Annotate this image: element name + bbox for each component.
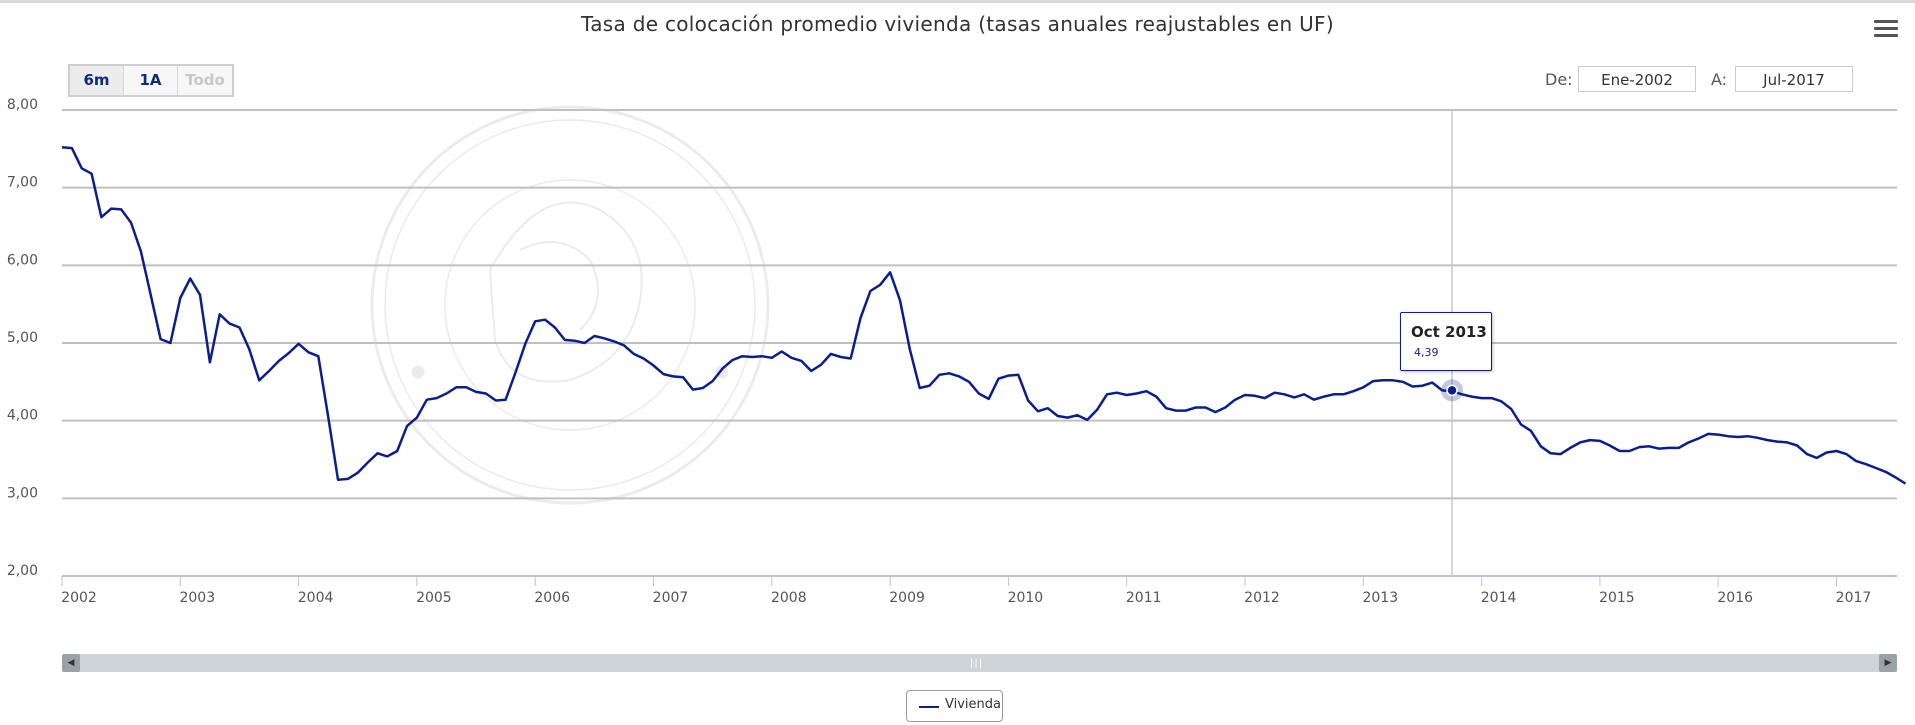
- y-tick-label: 4,00: [7, 408, 38, 424]
- y-tick-label: 6,00: [7, 252, 38, 268]
- y-tick-label: 5,00: [7, 330, 38, 346]
- hover-marker[interactable]: [1446, 384, 1458, 397]
- y-tick-label: 2,00: [7, 563, 38, 579]
- x-tick-label: 2014: [1481, 590, 1517, 606]
- from-date-label: De:: [1545, 70, 1573, 89]
- x-tick-label: 2007: [653, 590, 689, 606]
- legend-line-icon: [919, 706, 939, 708]
- legend-item-vivienda[interactable]: Vivienda: [906, 690, 1003, 722]
- range-todo-button[interactable]: Todo: [185, 71, 225, 89]
- x-tick-label: 2009: [889, 590, 925, 606]
- tooltip: Oct 2013 4,39: [1400, 312, 1492, 371]
- chart-title: Tasa de colocación promedio vivienda (ta…: [581, 12, 1334, 36]
- to-date-input[interactable]: Jul-2017: [1735, 66, 1853, 92]
- scroll-left-button[interactable]: ◀: [62, 654, 80, 672]
- x-tick-label: 2010: [1008, 590, 1044, 606]
- x-tick-label: 2012: [1244, 590, 1280, 606]
- y-tick-label: 7,00: [7, 175, 38, 191]
- x-tick-label: 2015: [1599, 590, 1635, 606]
- x-tick-label: 2006: [534, 590, 570, 606]
- scrollbar-grip-icon[interactable]: |||: [970, 658, 984, 669]
- x-tick-label: 2002: [61, 590, 97, 606]
- x-tick-label: 2011: [1126, 590, 1162, 606]
- watermark-seal: [370, 105, 770, 505]
- range-selector: 6m 1A Todo: [68, 64, 234, 97]
- tooltip-date: Oct 2013: [1411, 323, 1487, 341]
- y-tick-label: 8,00: [7, 97, 38, 113]
- range-6m-button[interactable]: 6m: [70, 66, 124, 95]
- range-1a-button[interactable]: 1A: [124, 66, 178, 95]
- scroll-right-button[interactable]: ▶: [1879, 654, 1897, 672]
- series-line-vivienda[interactable]: [61, 146, 1907, 485]
- legend-label: Vivienda: [945, 697, 1001, 712]
- x-tick-label: 2017: [1836, 590, 1872, 606]
- line-chart: 2,00 3,00 4,00 5,00 6,00 7,00 8,00 2002 2003 200…: [7, 97, 1907, 606]
- from-date-input[interactable]: Ene-2002: [1578, 66, 1696, 92]
- navigator-scrollbar[interactable]: [62, 654, 1897, 672]
- tooltip-value: 4,39: [1414, 346, 1439, 359]
- x-tick-label: 2008: [771, 590, 807, 606]
- top-border: [0, 0, 1915, 3]
- x-tick-label: 2013: [1362, 590, 1398, 606]
- hamburger-menu-icon[interactable]: [1874, 20, 1898, 40]
- x-tick-label: 2003: [179, 590, 215, 606]
- to-date-label: A:: [1711, 70, 1728, 89]
- x-tick-label: 2005: [416, 590, 452, 606]
- y-tick-label: 3,00: [7, 485, 38, 501]
- x-tick-label: 2016: [1717, 590, 1753, 606]
- x-tick-label: 2004: [298, 590, 334, 606]
